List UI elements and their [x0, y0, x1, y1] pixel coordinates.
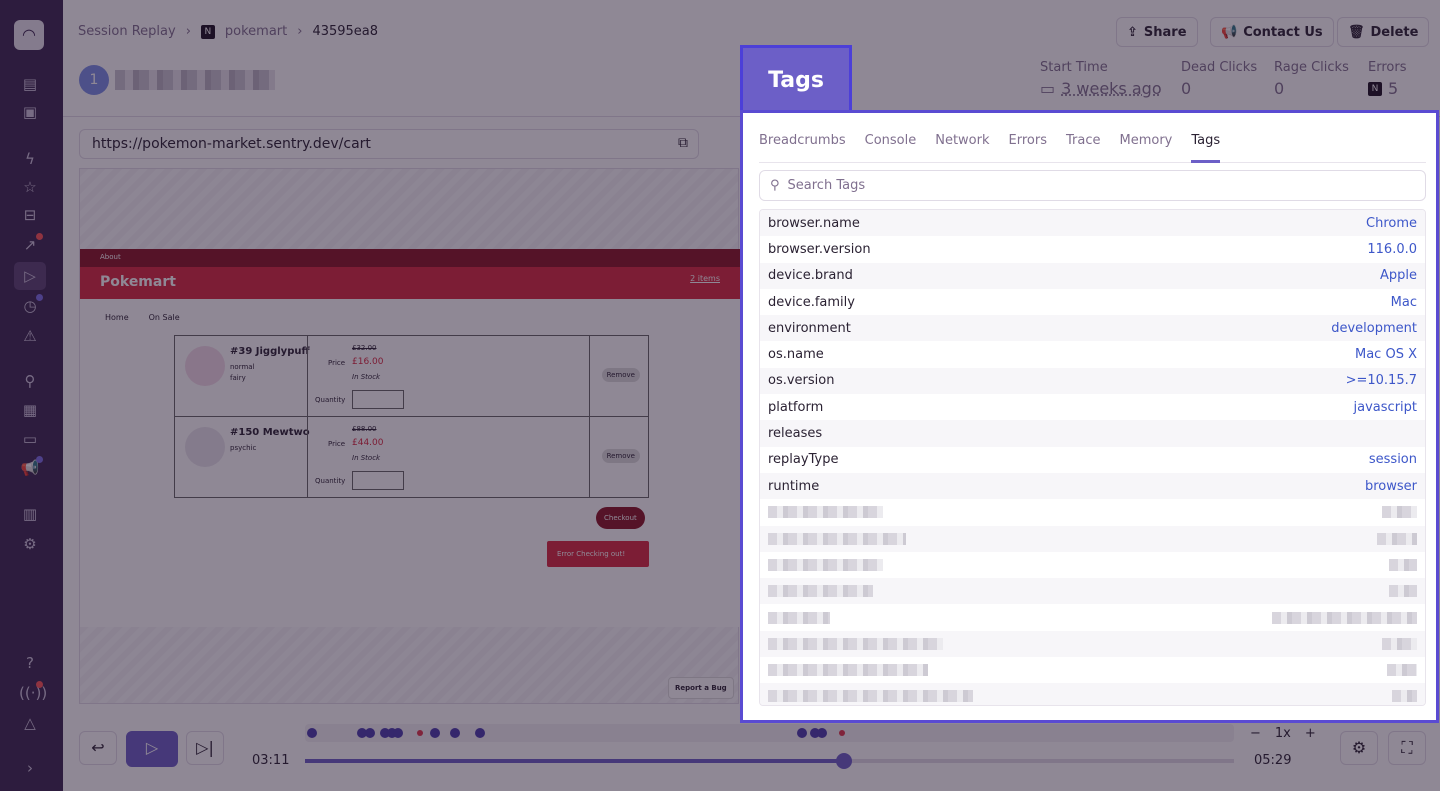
tag-value[interactable]: Mac: [1390, 294, 1417, 310]
search-tags[interactable]: ⚲: [759, 170, 1426, 201]
tag-key: environment: [768, 320, 851, 336]
redacted-tag-row: [760, 630, 1425, 658]
tag-key: browser.name: [768, 215, 860, 231]
redacted-value: [1382, 637, 1417, 650]
redacted-tag-row: [760, 578, 1425, 605]
tag-row: os.version >=10.15.7: [760, 367, 1425, 395]
tag-row: releases: [760, 420, 1425, 447]
tab-errors[interactable]: Errors: [1008, 133, 1047, 148]
redacted-key: [768, 585, 873, 598]
redacted-value: [1389, 585, 1417, 598]
tag-row: os.name Mac OS X: [760, 341, 1425, 367]
tab-console[interactable]: Console: [864, 133, 917, 148]
redacted-key: [768, 506, 883, 519]
tab-tags[interactable]: Tags: [1191, 133, 1221, 163]
redacted-value: [1389, 559, 1417, 571]
redacted-key: [768, 559, 883, 571]
redacted-tag-row: [760, 683, 1425, 705]
redacted-tag-row: [760, 525, 1425, 552]
redacted-key: [768, 637, 943, 650]
tag-row: environment development: [760, 315, 1425, 342]
tag-key: os.name: [768, 347, 824, 363]
tags-table: browser.name Chrome browser.version 116.0.0…: [759, 209, 1426, 706]
tag-row: browser.name Chrome: [760, 210, 1425, 237]
redacted-value: [1382, 506, 1417, 519]
tag-key: replayType: [768, 452, 839, 468]
tag-key: platform: [768, 399, 824, 415]
tag-key: runtime: [768, 478, 820, 494]
tag-value[interactable]: browser: [1364, 478, 1417, 494]
search-icon: ⚲: [770, 178, 780, 193]
tags-panel: Breadcrumbs Console Network Errors Trace Memo…: [740, 110, 1439, 723]
redacted-value: [1377, 532, 1417, 545]
redacted-tag-row: [760, 604, 1425, 630]
tag-value[interactable]: Apple: [1379, 268, 1417, 284]
tag-key: device.family: [768, 294, 855, 310]
tag-value[interactable]: Chrome: [1366, 215, 1417, 231]
redacted-tag-row: [760, 552, 1425, 578]
tag-value[interactable]: javascript: [1353, 399, 1417, 415]
tag-value[interactable]: Mac OS X: [1355, 347, 1417, 363]
tag-row: device.family Mac: [760, 289, 1425, 315]
tab-breadcrumbs[interactable]: Breadcrumbs: [759, 133, 846, 148]
tag-key: device.brand: [768, 268, 853, 284]
tab-trace[interactable]: Trace: [1065, 133, 1101, 148]
redacted-key: [768, 690, 973, 703]
tab-memory[interactable]: Memory: [1119, 133, 1173, 148]
panel-tabs: Breadcrumbs Console Network Errors Trace Memo…: [759, 113, 1426, 163]
tag-row: runtime browser: [760, 472, 1425, 500]
tab-network[interactable]: Network: [935, 133, 990, 148]
redacted-key: [768, 611, 830, 624]
tag-key: releases: [768, 426, 823, 442]
tag-value[interactable]: >=10.15.7: [1345, 373, 1417, 389]
tag-row: browser.version 116.0.0: [760, 236, 1425, 262]
redacted-value: [1392, 690, 1417, 703]
tag-key: browser.version: [768, 241, 871, 257]
redacted-value: [1387, 664, 1417, 677]
highlight-label: Tags: [740, 45, 852, 111]
tag-value[interactable]: session: [1368, 452, 1417, 468]
tag-value[interactable]: 116.0.0: [1367, 241, 1417, 257]
tag-row: platform javascript: [760, 394, 1425, 420]
search-tags-input[interactable]: [787, 178, 1415, 193]
redacted-key: [768, 532, 906, 545]
redacted-key: [768, 664, 928, 677]
redacted-tag-row: [760, 657, 1425, 683]
tag-key: os.version: [768, 373, 835, 389]
tag-row: device.brand Apple: [760, 262, 1425, 289]
tag-row: replayType session: [760, 447, 1425, 473]
redacted-tag-row: [760, 499, 1425, 525]
tag-value[interactable]: development: [1331, 320, 1417, 336]
redacted-value: [1272, 611, 1417, 624]
